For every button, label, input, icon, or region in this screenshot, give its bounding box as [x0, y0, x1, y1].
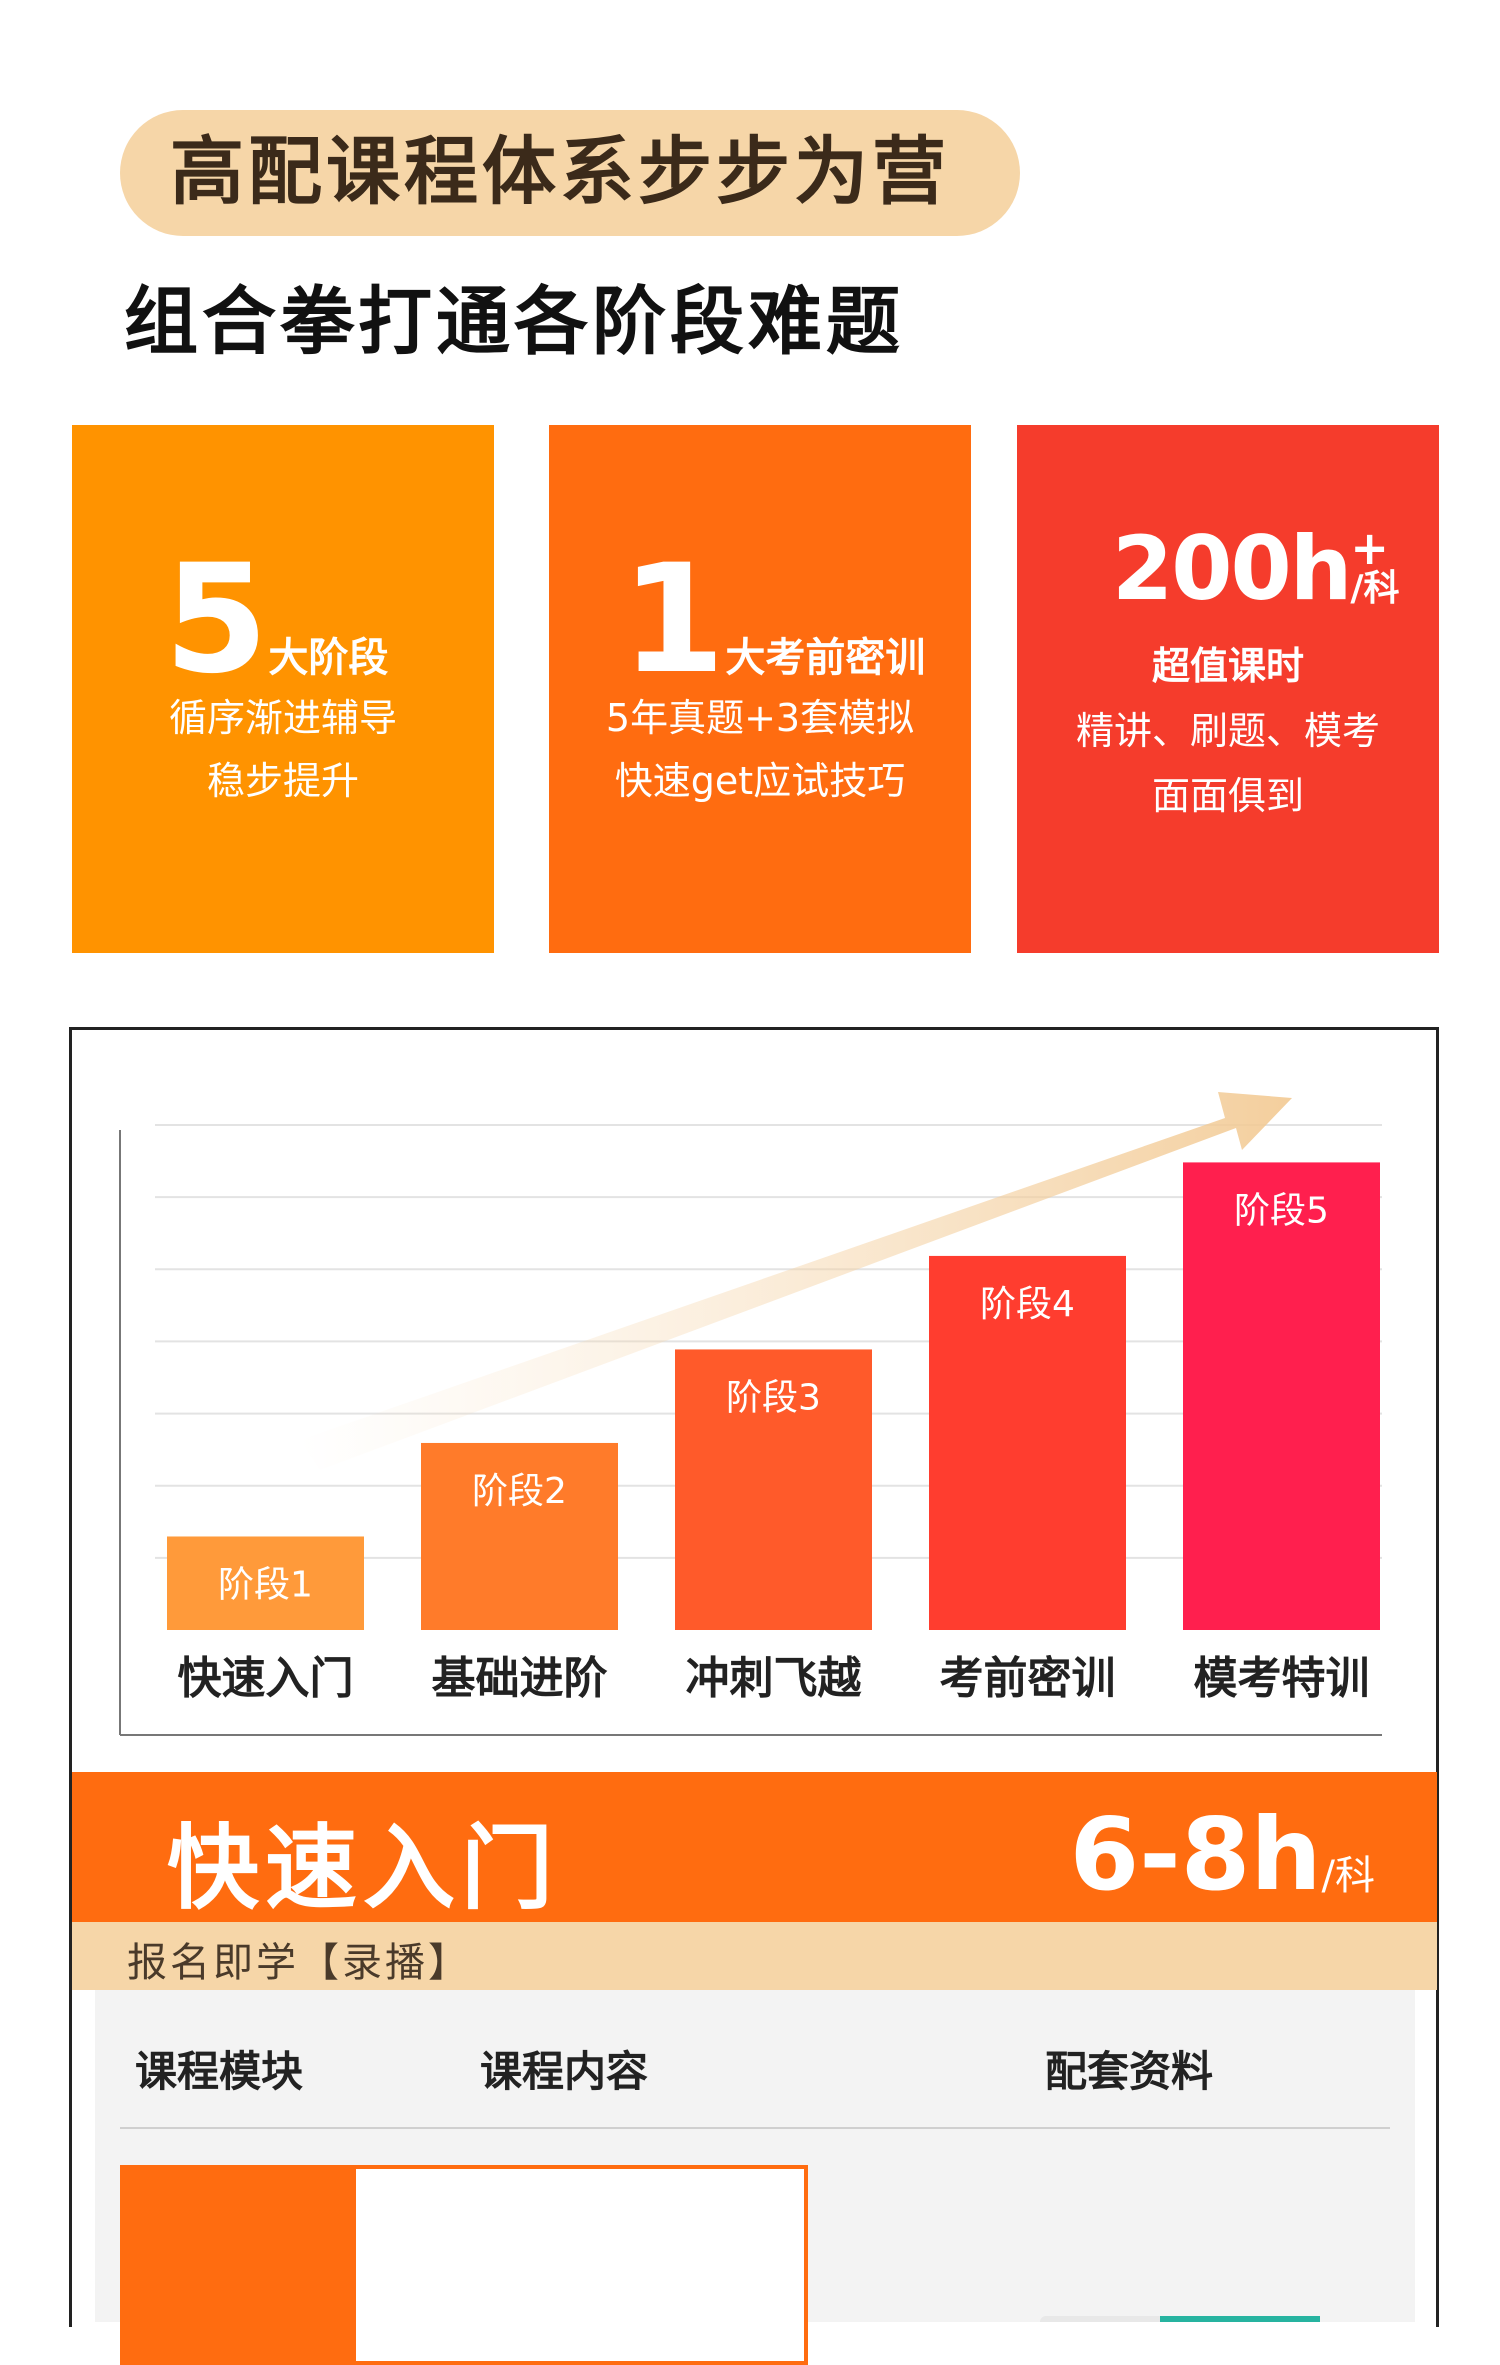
- table-header-materials: 配套资料: [1045, 2047, 1214, 2096]
- category-label-4: 考前密训: [940, 1653, 1116, 1704]
- stage-subtitle-bar: 报名即学【录播】: [72, 1922, 1437, 1990]
- course-table: 课程模块 课程内容 配套资料: [95, 1990, 1415, 2365]
- headline: 高配课程体系步步为营: [170, 129, 950, 215]
- bar-5: [1183, 1162, 1380, 1630]
- module-box: [120, 2165, 808, 2365]
- category-label-2: 基础进阶: [432, 1653, 608, 1704]
- bar-label-5: 阶段5: [1234, 1190, 1329, 1231]
- bar-2: [421, 1442, 618, 1630]
- card-hours-line-2: 精讲、刷题、模考: [1075, 709, 1380, 753]
- card-hours-line-1: 超值课时: [1151, 644, 1304, 688]
- category-label-1: 快速入门: [178, 1653, 354, 1704]
- bar-4: [929, 1255, 1126, 1630]
- card-hours-number: 200h + /科: [1112, 517, 1400, 620]
- bar-label-1: 阶段1: [218, 1564, 313, 1605]
- category-label-5: 模考特训: [1194, 1653, 1370, 1704]
- bar-label-4: 阶段4: [980, 1284, 1075, 1325]
- bar-label-3: 阶段3: [726, 1377, 821, 1418]
- card-intensive-line-1: 5年真题+3套模拟: [605, 696, 915, 740]
- card-intensive-line-2: 快速get应试技巧: [614, 759, 906, 803]
- table-divider: [120, 2127, 1390, 2129]
- stage-subtitle: 报名即学【录播】: [127, 1940, 471, 1986]
- card-hours-line-3: 面面俱到: [1151, 774, 1304, 818]
- stage-header: 快速入门 6-8h/科: [72, 1772, 1437, 1922]
- stage-hours: 6-8h/科: [1069, 1796, 1375, 1913]
- category-label-3: 冲刺飞越: [686, 1653, 863, 1704]
- card-stages-line-1: 循序渐进辅导: [168, 696, 397, 740]
- card-intensive-number: 1大考前密训: [621, 533, 926, 707]
- bar-3: [675, 1349, 872, 1630]
- card-hours: 200h + /科 超值课时 精讲、刷题、模考 面面俱到: [1017, 425, 1439, 953]
- card-stages: 5大阶段 循序渐进辅导 稳步提升: [72, 425, 494, 953]
- card-intensive: 1大考前密训 5年真题+3套模拟 快速get应试技巧: [549, 425, 971, 953]
- table-header-module: 课程模块: [135, 2047, 304, 2096]
- subheadline: 组合拳打通各阶段难题: [124, 279, 904, 365]
- bar-label-2: 阶段2: [472, 1471, 567, 1512]
- card-stages-number: 5大阶段: [164, 533, 389, 707]
- table-header-content: 课程内容: [480, 2047, 649, 2096]
- bar-1: [167, 1536, 364, 1630]
- card-stages-line-2: 稳步提升: [206, 759, 359, 803]
- trend-arrow: [300, 1092, 1292, 1470]
- stage-title: 快速入门: [167, 1815, 560, 1922]
- materials-thumbnail: [1040, 2316, 1320, 2322]
- headline-pill: [120, 110, 1020, 236]
